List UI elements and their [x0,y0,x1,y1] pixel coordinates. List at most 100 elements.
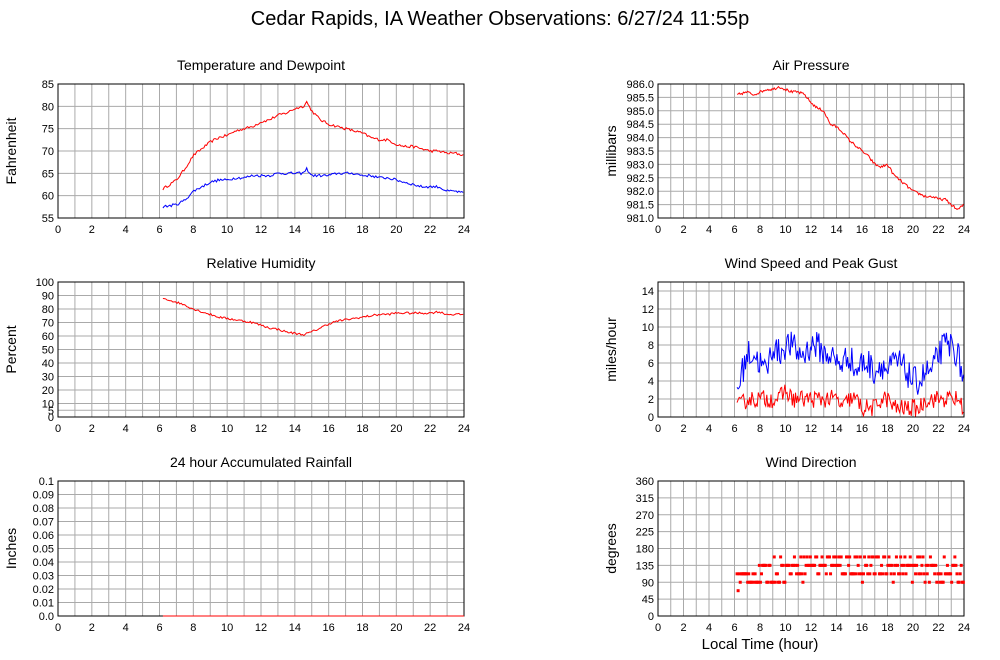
data-point [885,572,889,576]
x-tick-label: 12 [805,224,817,236]
y-tick-label: 0 [648,611,654,623]
data-point [920,563,924,567]
data-point [917,572,921,576]
x-tick-label: 2 [680,622,686,634]
data-point [934,563,938,567]
series-line [162,166,464,209]
data-point [921,555,925,559]
data-point [813,563,817,567]
y-tick-label: 20 [42,385,54,397]
data-point [890,563,894,567]
y-tick-label: 40 [42,358,54,370]
x-tick-label: 8 [757,622,763,634]
plot-frame [57,281,465,418]
data-point [932,563,936,567]
data-point [926,563,930,567]
y-tick-label: 0.08 [33,503,54,515]
data-point [902,563,906,567]
y-tick-label: 225 [636,527,654,539]
y-tick-label: 984.5 [626,119,654,131]
data-point [848,555,852,559]
data-point [789,572,793,576]
y-tick-label: 360 [636,476,654,488]
data-point [925,572,929,576]
data-point [772,555,776,559]
y-tick-label: 984.0 [626,133,654,145]
x-tick-label: 18 [356,224,368,236]
x-tick-label: 8 [757,423,763,435]
data-point [904,572,908,576]
data-point [863,555,867,559]
data-point [909,563,913,567]
data-point [961,580,965,584]
x-tick-label: 10 [779,622,791,634]
x-tick-label: 4 [123,622,129,634]
y-tick-label: 12 [642,304,654,316]
data-point [955,572,959,576]
x-tick-label: 18 [881,423,893,435]
x-tick-label: 22 [932,622,944,634]
x-tick-label: 12 [255,622,267,634]
y-axis-label: Percent [3,325,19,373]
x-tick-label: 16 [323,423,335,435]
data-point [783,580,787,584]
series-line [736,331,964,395]
y-tick-label: 80 [42,101,54,113]
data-point [854,572,858,576]
data-point [836,563,840,567]
y-tick-label: 315 [636,493,654,505]
x-tick-label: 18 [356,622,368,634]
y-axis-label: millibars [603,125,619,176]
data-point [933,572,937,576]
chart-title: Air Pressure [772,57,849,73]
y-tick-label: 985.5 [626,92,654,104]
data-point [747,572,751,576]
data-point [857,572,861,576]
data-point [832,555,836,559]
data-point [866,572,870,576]
data-point [901,572,905,576]
data-point [952,563,956,567]
data-point [945,563,949,567]
data-point [799,555,803,559]
data-point [889,572,893,576]
plot-frame [657,281,965,418]
x-tick-label: 16 [856,224,868,236]
x-tick-label: 12 [805,423,817,435]
data-point [800,572,804,576]
data-point [941,580,945,584]
y-axis-label: degrees [603,523,619,574]
data-point [867,555,871,559]
y-tick-label: 50 [42,345,54,357]
chart-title: Wind Speed and Peak Gust [725,255,898,271]
x-tick-label: 8 [757,224,763,236]
chart-title: 24 hour Accumulated Rainfall [170,454,352,470]
x-tick-label: 10 [779,423,791,435]
y-tick-label: 983.5 [626,146,654,158]
data-point [880,563,884,567]
x-tick-label: 4 [706,423,712,435]
data-point [894,555,898,559]
x-tick-label: 0 [655,622,661,634]
data-point [838,563,842,567]
y-tick-label: 10 [42,399,54,411]
data-point [815,555,819,559]
data-point [837,555,841,559]
x-tick-label: 6 [156,224,162,236]
data-point [865,563,869,567]
data-point [764,563,768,567]
data-point [915,563,919,567]
data-point [908,555,912,559]
data-point [910,580,914,584]
y-tick-label: 982.5 [626,173,654,185]
x-tick-label: 16 [856,622,868,634]
x-tick-label: 0 [55,224,61,236]
y-tick-label: 981.5 [626,200,654,212]
data-point [779,555,783,559]
y-tick-label: 0.01 [33,598,54,610]
x-tick-label: 16 [323,622,335,634]
x-tick-label: 20 [907,423,919,435]
y-tick-label: 55 [42,213,54,225]
data-point [918,555,922,559]
